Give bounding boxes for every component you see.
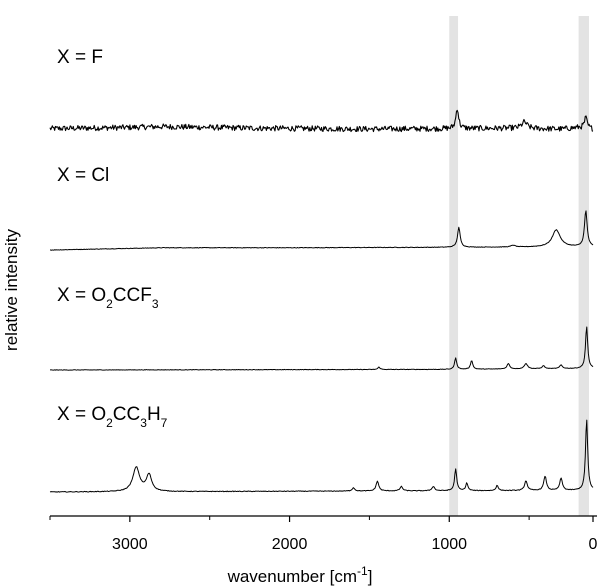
x-tick-label-3: 0 [589, 536, 598, 553]
series-labels: X = F X = Cl X = O2CCF3 X = O2CC3H7 [57, 47, 168, 430]
x-tick-label-0: 3000 [112, 536, 148, 553]
series-label-4: X = O2CC3H7 [57, 404, 168, 430]
highlight-band-1 [578, 16, 590, 516]
highlight-band-0 [449, 16, 459, 516]
x-tick-label-2: 1000 [431, 536, 467, 553]
series-label-2: X = Cl [57, 165, 109, 186]
spectrum-trace-3 [49, 326, 594, 371]
y-axis-title: relative intensity [2, 229, 21, 351]
spectrum-trace-1 [49, 109, 594, 133]
spectrum-trace-4 [49, 419, 594, 493]
x-axis-title: wavenumber [cm-1] [227, 564, 373, 586]
series-label-3: X = O2CCF3 [57, 285, 159, 311]
spectra-traces [49, 109, 594, 493]
x-ticks: 3000 2000 1000 0 [49, 516, 598, 553]
x-tick-label-1: 2000 [272, 536, 308, 553]
spectrum-trace-2 [49, 210, 594, 251]
series-label-1: X = F [57, 47, 103, 68]
highlight-bands [449, 16, 590, 516]
